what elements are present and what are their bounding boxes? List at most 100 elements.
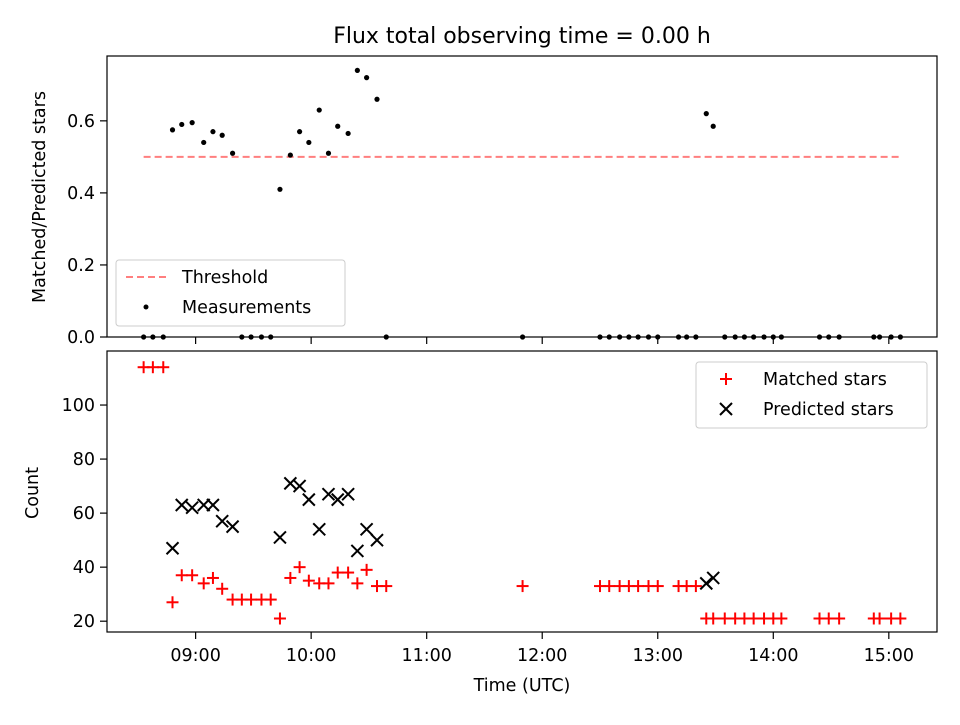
threshold-legend-label: Threshold	[181, 268, 268, 288]
measurements-point	[335, 123, 341, 129]
matched-stars-point	[216, 582, 229, 595]
matched-stars-point	[360, 563, 373, 576]
bottom-x-tick-label: 13:00	[633, 646, 683, 666]
predicted-stars-point	[185, 501, 199, 515]
matched-stars-point	[273, 612, 286, 625]
top-y-axis-label: Matched/Predicted stars	[30, 91, 50, 303]
bottom-y-tick-label: 20	[73, 612, 95, 632]
matched-legend-swatch	[720, 373, 732, 385]
bottom-panel: Time (UTC) Count 20 40 60 80 100 09:00 10:00 11…	[23, 350, 938, 696]
predicted-stars-point	[312, 522, 326, 537]
top-y-tick-label: 0.4	[67, 184, 95, 204]
measurements-point	[189, 120, 195, 126]
matched-stars-point	[157, 361, 170, 374]
predicted-stars-point	[331, 492, 345, 507]
bottom-x-tick-label: 12:00	[517, 646, 567, 666]
matched-stars-point	[146, 361, 159, 374]
matched-stars-point	[166, 596, 179, 609]
top-panel: Flux total observing time = 0.00 h Match…	[30, 24, 938, 348]
bottom-marks	[137, 361, 907, 625]
top-chart-title: Flux total observing time = 0.00 h	[333, 24, 711, 49]
measurements-point	[364, 75, 370, 81]
measurements-point	[201, 139, 207, 146]
predicted-stars-point	[321, 487, 336, 501]
matched-stars-point	[322, 577, 335, 590]
matched-stars-point	[284, 571, 297, 584]
matched-stars-point	[894, 612, 907, 625]
top-y-tick-label: 0.0	[67, 328, 95, 348]
measurements-point	[229, 150, 236, 156]
bottom-x-axis-label: Time (UTC)	[473, 676, 571, 696]
measurements-point	[169, 127, 176, 133]
measurements-point	[374, 96, 380, 102]
matched-stars-point	[632, 580, 645, 593]
measurements-point	[703, 111, 709, 117]
predicted-stars-point	[225, 519, 240, 534]
bottom-y-axis-label: Count	[23, 467, 43, 519]
predicted-stars-point	[706, 571, 720, 585]
matched-stars-point	[186, 569, 199, 582]
top-y-tick-label: 0.2	[67, 256, 95, 276]
matched-stars-point	[603, 580, 616, 593]
bottom-x-tick-label: 10:00	[286, 646, 336, 666]
matched-stars-point	[689, 580, 702, 593]
measurements-point	[219, 132, 225, 138]
matched-stars-point	[342, 566, 355, 579]
measurements-point	[277, 186, 283, 192]
bottom-axes-frame	[106, 350, 938, 633]
measurements-point	[287, 152, 293, 158]
bottom-x-tick-label: 14:00	[748, 646, 798, 666]
top-marks	[141, 67, 903, 340]
bottom-axes: 20 40 60 80 100 09:00 10:00 11:00 12:00 13:00 14:0…	[62, 350, 938, 666]
predicted-stars-point	[359, 522, 374, 537]
measurements-point	[345, 130, 351, 137]
matched-stars-point	[718, 612, 731, 625]
bottom-y-tick-label: 100	[62, 396, 95, 416]
predicted-stars-point	[215, 514, 229, 528]
predicted-stars-point	[302, 492, 316, 507]
top-y-tick-label: 0.6	[67, 112, 95, 132]
predicted-stars-point	[165, 541, 180, 555]
matched-legend-label: Matched stars	[763, 370, 887, 390]
predicted-stars-point	[699, 576, 713, 591]
bottom-x-tick-label: 11:00	[401, 646, 451, 666]
bottom-y-tick-label: 60	[73, 504, 95, 524]
matched-stars-point	[833, 612, 846, 625]
predicted-stars-point	[206, 498, 220, 512]
top-axes-frame	[106, 55, 938, 338]
top-axes: 0.0 0.2 0.4 0.6	[67, 55, 938, 348]
measurements-point	[306, 139, 312, 146]
matched-stars-point	[380, 580, 393, 593]
matched-stars-point	[293, 561, 306, 574]
predicted-stars-point	[283, 476, 298, 491]
matched-stars-point	[331, 566, 344, 579]
bottom-y-tick-label: 80	[73, 450, 95, 470]
matched-stars-point	[264, 593, 277, 606]
predicted-stars-point	[350, 544, 365, 558]
measurements-legend-swatch	[143, 304, 149, 310]
bottom-y-tick-label: 40	[73, 558, 95, 578]
predicted-stars-point	[273, 530, 287, 545]
measurements-point	[210, 129, 216, 135]
top-legend: Threshold Measurements	[115, 259, 346, 327]
matched-stars-point	[197, 577, 210, 590]
measurements-point	[316, 107, 322, 113]
top-legend-frame	[115, 259, 346, 327]
matched-stars-point	[351, 577, 364, 590]
bottom-x-tick-label: 09:00	[170, 646, 220, 666]
predicted-stars-point	[370, 533, 384, 547]
matched-stars-point	[651, 580, 664, 593]
measurements-point	[325, 150, 332, 156]
matched-stars-point	[747, 612, 760, 625]
matched-stars-point	[873, 612, 886, 625]
measurements-point	[179, 121, 185, 128]
matched-stars-point	[707, 612, 720, 625]
measurements-point	[296, 129, 303, 135]
matched-stars-point	[822, 612, 835, 625]
matched-stars-point	[175, 569, 188, 582]
measurements-point	[354, 67, 360, 74]
predicted-stars-point	[175, 498, 189, 512]
matched-stars-point	[245, 593, 258, 606]
